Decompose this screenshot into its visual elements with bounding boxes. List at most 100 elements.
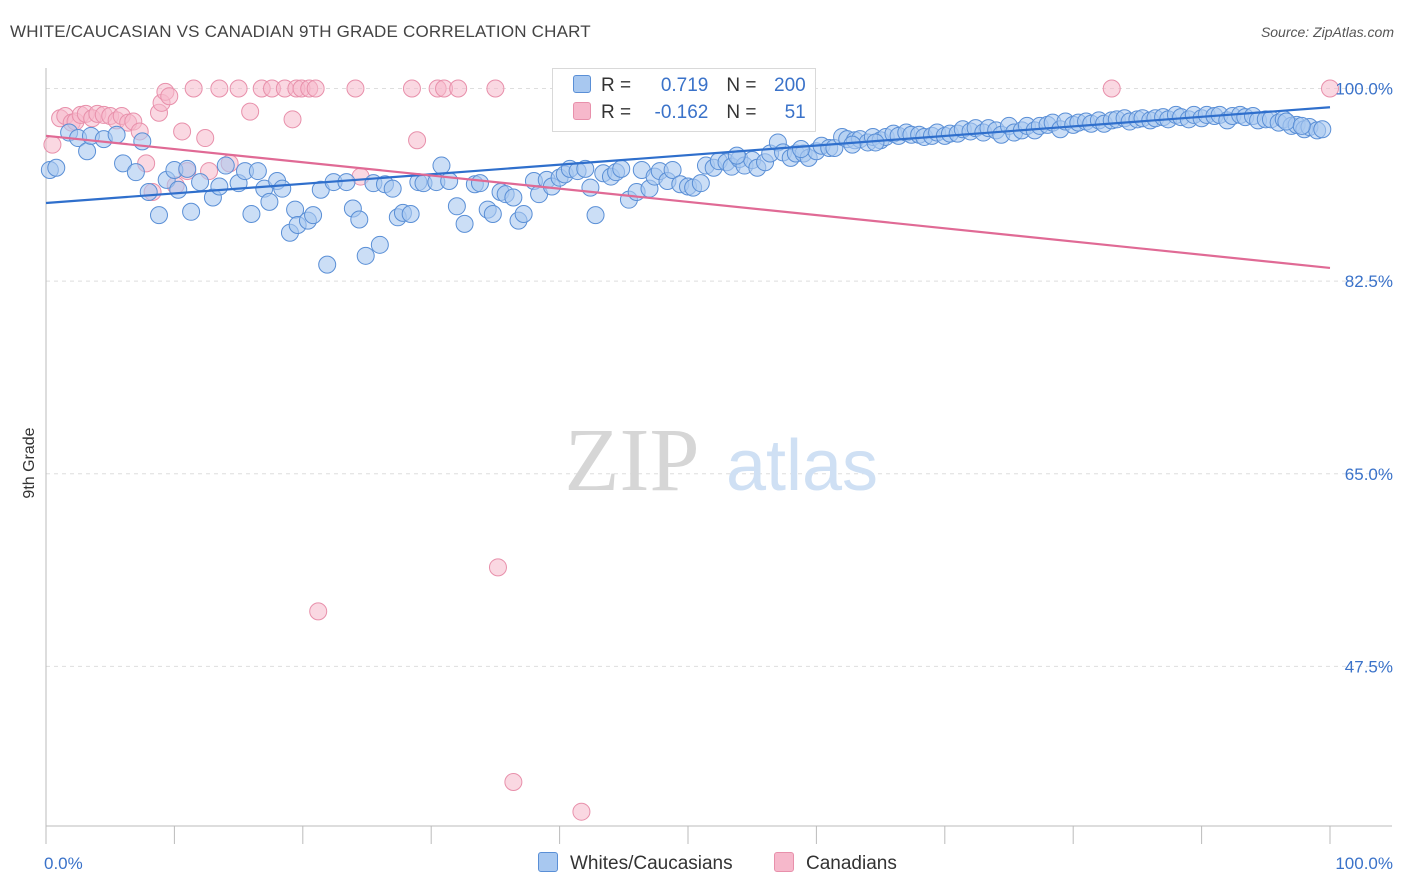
bottom-legend-canadians[interactable]: Canadians xyxy=(774,852,897,875)
canadians-point xyxy=(408,131,427,150)
whites-point xyxy=(248,162,267,181)
canadians-point xyxy=(160,87,179,106)
watermark: ZIP atlas xyxy=(565,411,879,510)
whites-point xyxy=(260,192,279,211)
bottom-legend-label-canadians: Canadians xyxy=(806,853,897,874)
canadians-trend-line xyxy=(45,134,1331,270)
whites-point xyxy=(663,160,682,179)
correlation-legend: R = 0.719 N = 200 R = -0.162 N = 51 xyxy=(552,68,816,132)
whites-point xyxy=(350,210,369,229)
bottom-legend-label-whites: Whites/Caucasians xyxy=(570,853,733,874)
whites-point xyxy=(47,158,66,177)
canadians-point xyxy=(1102,79,1121,98)
canadians-point xyxy=(241,102,260,121)
legend-r-label: R = xyxy=(601,102,637,123)
whites-point xyxy=(78,142,97,161)
y-tick-label: 47.5% xyxy=(1345,657,1393,676)
legend-swatch-canadians xyxy=(573,102,591,120)
y-axis-label: 9th Grade xyxy=(21,427,38,498)
legend-n-value-canadians: 51 xyxy=(784,102,806,123)
legend-r-label: R = xyxy=(601,75,637,96)
whites-point xyxy=(242,204,261,223)
legend-swatch-whites xyxy=(573,75,591,93)
whites-point xyxy=(612,159,631,178)
whites-point xyxy=(470,174,489,193)
canadians-point xyxy=(449,79,468,98)
canadians-points xyxy=(43,79,1339,821)
whites-point xyxy=(447,197,466,216)
whites-point xyxy=(107,125,126,144)
whites-point xyxy=(483,204,502,223)
whites-point xyxy=(586,206,605,225)
whites-point xyxy=(139,182,158,201)
legend-row-canadians: R = -0.162 N = 51 xyxy=(573,102,806,126)
whites-point xyxy=(1292,116,1311,135)
whites-point xyxy=(576,159,595,178)
x-tick-label: 100.0% xyxy=(1335,854,1393,873)
bottom-legend-whites[interactable]: Whites/Caucasians xyxy=(538,852,733,875)
canadians-point xyxy=(283,110,302,129)
canadians-point xyxy=(402,79,421,98)
whites-point xyxy=(182,202,201,221)
canadians-point xyxy=(43,135,62,154)
watermark-zip: ZIP xyxy=(565,411,700,510)
whites-point xyxy=(169,180,188,199)
whites-point xyxy=(1277,112,1296,131)
whites-point xyxy=(191,173,210,192)
canadians-point xyxy=(572,802,591,821)
whites-point xyxy=(455,214,474,233)
whites-point xyxy=(356,246,375,265)
tick-labels: 100.0% 82.5% 65.0% 47.5% 0.0% 100.0% xyxy=(44,80,1393,873)
whites-point xyxy=(691,174,710,193)
axes-layer xyxy=(45,68,1392,844)
whites-point xyxy=(370,235,389,254)
whites-point xyxy=(791,140,810,159)
legend-n-label: N = xyxy=(726,75,762,96)
bottom-legend-swatch-whites xyxy=(538,852,558,872)
whites-point xyxy=(126,163,145,182)
whites-point xyxy=(149,206,168,225)
legend-r-value-whites: 0.719 xyxy=(660,75,709,96)
canadians-point xyxy=(309,602,328,621)
canadians-point xyxy=(486,79,505,98)
legend-n-label: N = xyxy=(726,102,762,123)
chart-title: WHITE/CAUCASIAN VS CANADIAN 9TH GRADE CO… xyxy=(10,22,591,41)
whites-point xyxy=(178,159,197,178)
trend-lines xyxy=(45,106,1331,270)
legend-r-value-canadians: -0.162 xyxy=(654,102,709,123)
source-label: Source: ZipAtlas.com xyxy=(1260,24,1394,40)
whites-point xyxy=(504,188,523,207)
canadians-point xyxy=(346,79,365,98)
canadians-point xyxy=(229,79,248,98)
canadians-point xyxy=(173,122,192,141)
whites-point xyxy=(318,255,337,274)
whites-point xyxy=(432,156,451,175)
whites-point xyxy=(440,171,459,190)
whites-point xyxy=(210,177,229,196)
canadians-point xyxy=(210,79,229,98)
whites-point xyxy=(216,156,235,175)
whites-point xyxy=(1313,120,1332,139)
canadians-point xyxy=(184,79,203,98)
whites-point xyxy=(383,179,402,198)
canadians-point xyxy=(504,772,523,791)
legend-n-value-whites: 200 xyxy=(774,75,806,96)
y-tick-label: 82.5% xyxy=(1345,272,1393,291)
canadians-point xyxy=(306,79,325,98)
whites-point xyxy=(401,204,420,223)
whites-point xyxy=(114,154,133,173)
x-tick-label: 0.0% xyxy=(44,854,83,873)
whites-point xyxy=(843,135,862,154)
whites-points xyxy=(40,105,1332,274)
y-tick-label: 65.0% xyxy=(1345,465,1393,484)
canadians-point xyxy=(1321,79,1339,98)
legend-row-whites: R = 0.719 N = 200 xyxy=(573,75,806,99)
watermark-atlas: atlas xyxy=(726,426,878,506)
whites-trend-line xyxy=(45,106,1331,205)
whites-point xyxy=(304,206,323,225)
canadians-point xyxy=(196,129,215,148)
bottom-legend-swatch-canadians xyxy=(774,852,794,872)
whites-point xyxy=(727,146,746,165)
canadians-point xyxy=(488,558,507,577)
